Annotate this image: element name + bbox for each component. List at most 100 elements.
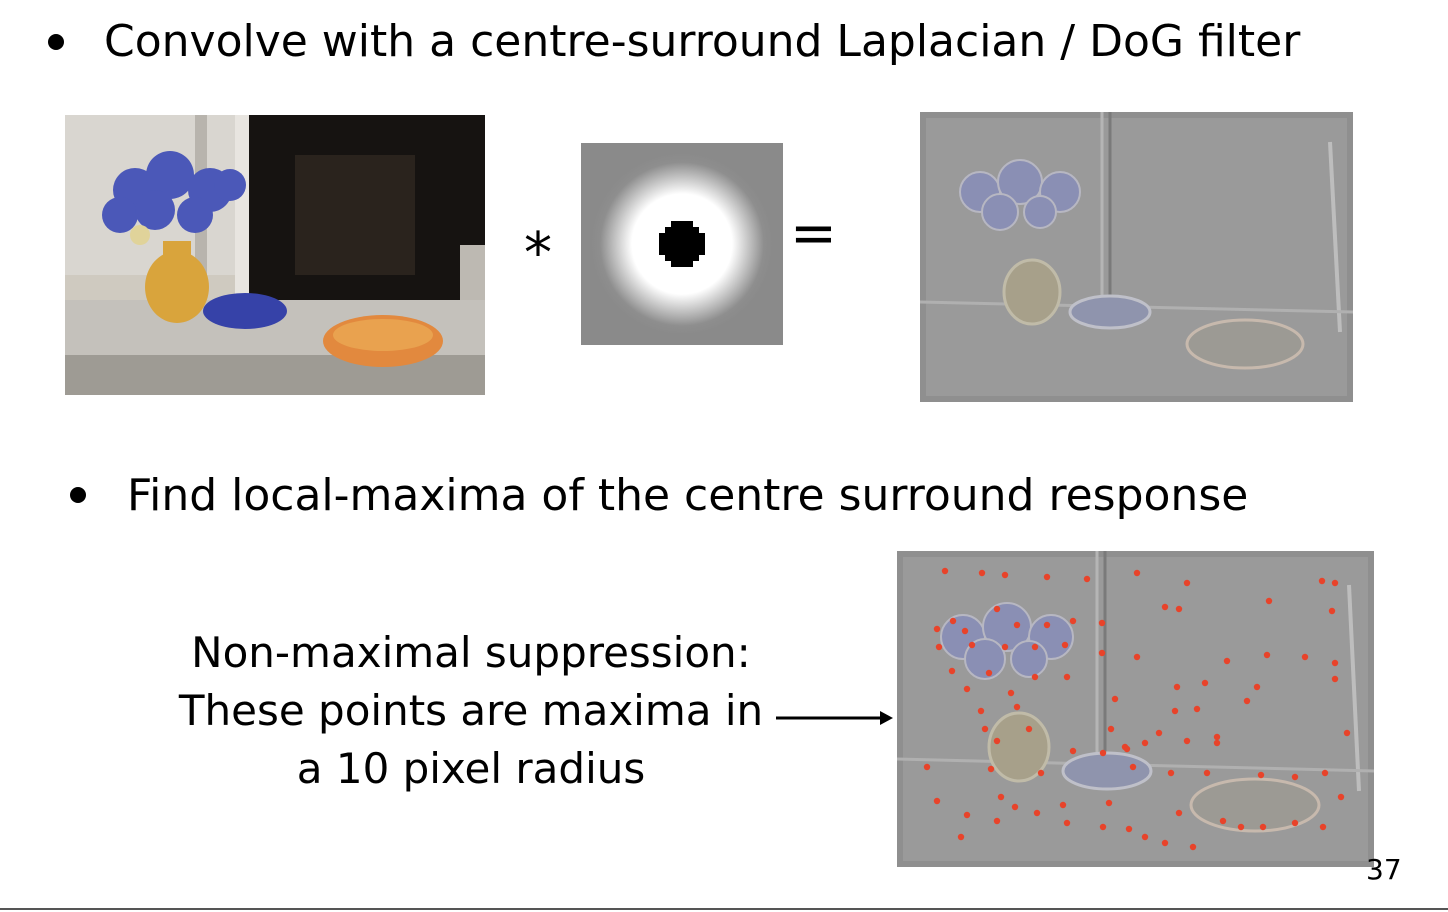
bullet-2-dot: [70, 487, 86, 503]
maxima-point: [1193, 705, 1201, 713]
maxima-point: [1319, 823, 1327, 831]
convolve-operator: *: [524, 221, 552, 286]
maxima-point: [1343, 729, 1351, 737]
page-number: 37: [1366, 853, 1402, 886]
maxima-point: [1001, 571, 1009, 579]
maxima-point: [1201, 679, 1209, 687]
caption-line-3: a 10 pixel radius: [296, 744, 646, 793]
maxima-point: [1263, 651, 1271, 659]
maxima-point: [1063, 673, 1071, 681]
maxima-point: [948, 667, 956, 675]
maxima-point: [1175, 809, 1183, 817]
maxima-point: [1099, 749, 1107, 757]
maxima-point: [987, 765, 995, 773]
caption: Non-maximal suppression: These points ar…: [176, 624, 766, 798]
bullet-2-text: Find local-maxima of the centre surround…: [127, 470, 1249, 521]
maxima-point: [985, 669, 993, 677]
original-photo: [65, 115, 485, 395]
maxima-point: [1007, 689, 1015, 697]
maxima-image: [897, 551, 1374, 867]
caption-line-1: Non-maximal suppression:: [191, 628, 751, 677]
maxima-point: [949, 617, 957, 625]
maxima-point: [963, 685, 971, 693]
bullet-1-text: Convolve with a centre-surround Laplacia…: [104, 16, 1301, 67]
maxima-point: [993, 737, 1001, 745]
maxima-point: [1069, 747, 1077, 755]
maxima-point: [1257, 771, 1265, 779]
maxima-point: [1318, 577, 1326, 585]
maxima-point: [933, 625, 941, 633]
maxima-point: [1037, 769, 1045, 777]
maxima-point: [1013, 621, 1021, 629]
maxima-point: [1098, 649, 1106, 657]
maxima-point: [1203, 769, 1211, 777]
maxima-point: [923, 763, 931, 771]
maxima-point: [993, 605, 1001, 613]
maxima-point: [1059, 801, 1067, 809]
maxima-point: [1301, 653, 1309, 661]
maxima-point: [1337, 793, 1345, 801]
maxima-point: [997, 793, 1005, 801]
maxima-point: [1171, 707, 1179, 715]
bottom-rule: [0, 908, 1448, 910]
maxima-point: [981, 725, 989, 733]
maxima-point: [1161, 603, 1169, 611]
maxima-point: [1033, 809, 1041, 817]
maxima-point: [1183, 737, 1191, 745]
maxima-point: [1161, 839, 1169, 847]
maxima-point: [1331, 659, 1339, 667]
bullet-1-dot: [48, 34, 64, 50]
maxima-point: [977, 707, 985, 715]
maxima-point: [978, 569, 986, 577]
maxima-point: [1321, 769, 1329, 777]
maxima-point: [935, 643, 943, 651]
arrow-right-icon: [776, 706, 894, 730]
maxima-point: [1031, 643, 1039, 651]
maxima-point: [1243, 697, 1251, 705]
maxima-point: [1098, 619, 1106, 627]
maxima-point: [1099, 823, 1107, 831]
maxima-point: [1291, 819, 1299, 827]
maxima-point: [1061, 641, 1069, 649]
maxima-point: [1291, 773, 1299, 781]
maxima-point: [1173, 683, 1181, 691]
maxima-point: [1331, 675, 1339, 683]
maxima-point: [963, 811, 971, 819]
maxima-point: [1125, 825, 1133, 833]
maxima-point: [1043, 573, 1051, 581]
maxima-point: [1259, 823, 1267, 831]
maxima-point: [1253, 683, 1261, 691]
maxima-point: [1328, 607, 1336, 615]
maxima-point: [1237, 823, 1245, 831]
maxima-point: [1155, 729, 1163, 737]
maxima-point: [968, 641, 976, 649]
maxima-point: [957, 833, 965, 841]
maxima-point: [1069, 617, 1077, 625]
maxima-point: [1025, 725, 1033, 733]
dog-kernel: [581, 143, 783, 345]
maxima-point: [1013, 703, 1021, 711]
maxima-points: [923, 567, 1351, 851]
maxima-point: [1219, 817, 1227, 825]
equals-operator: =: [790, 201, 837, 266]
response-image: [920, 112, 1353, 402]
maxima-point: [1167, 769, 1175, 777]
caption-line-2: These points are maxima in: [178, 686, 764, 735]
maxima-point: [1265, 597, 1273, 605]
maxima-point: [1223, 657, 1231, 665]
maxima-point: [1189, 843, 1197, 851]
maxima-point: [1133, 653, 1141, 661]
maxima-point: [961, 627, 969, 635]
maxima-point: [1141, 833, 1149, 841]
maxima-point: [1133, 569, 1141, 577]
maxima-point: [1213, 733, 1221, 741]
maxima-point: [933, 797, 941, 805]
maxima-point: [941, 567, 949, 575]
maxima-point: [1011, 803, 1019, 811]
maxima-point: [993, 817, 1001, 825]
maxima-point: [1111, 695, 1119, 703]
maxima-point: [1175, 605, 1183, 613]
maxima-point: [1183, 579, 1191, 587]
maxima-point: [1043, 621, 1051, 629]
maxima-point: [1001, 643, 1009, 651]
